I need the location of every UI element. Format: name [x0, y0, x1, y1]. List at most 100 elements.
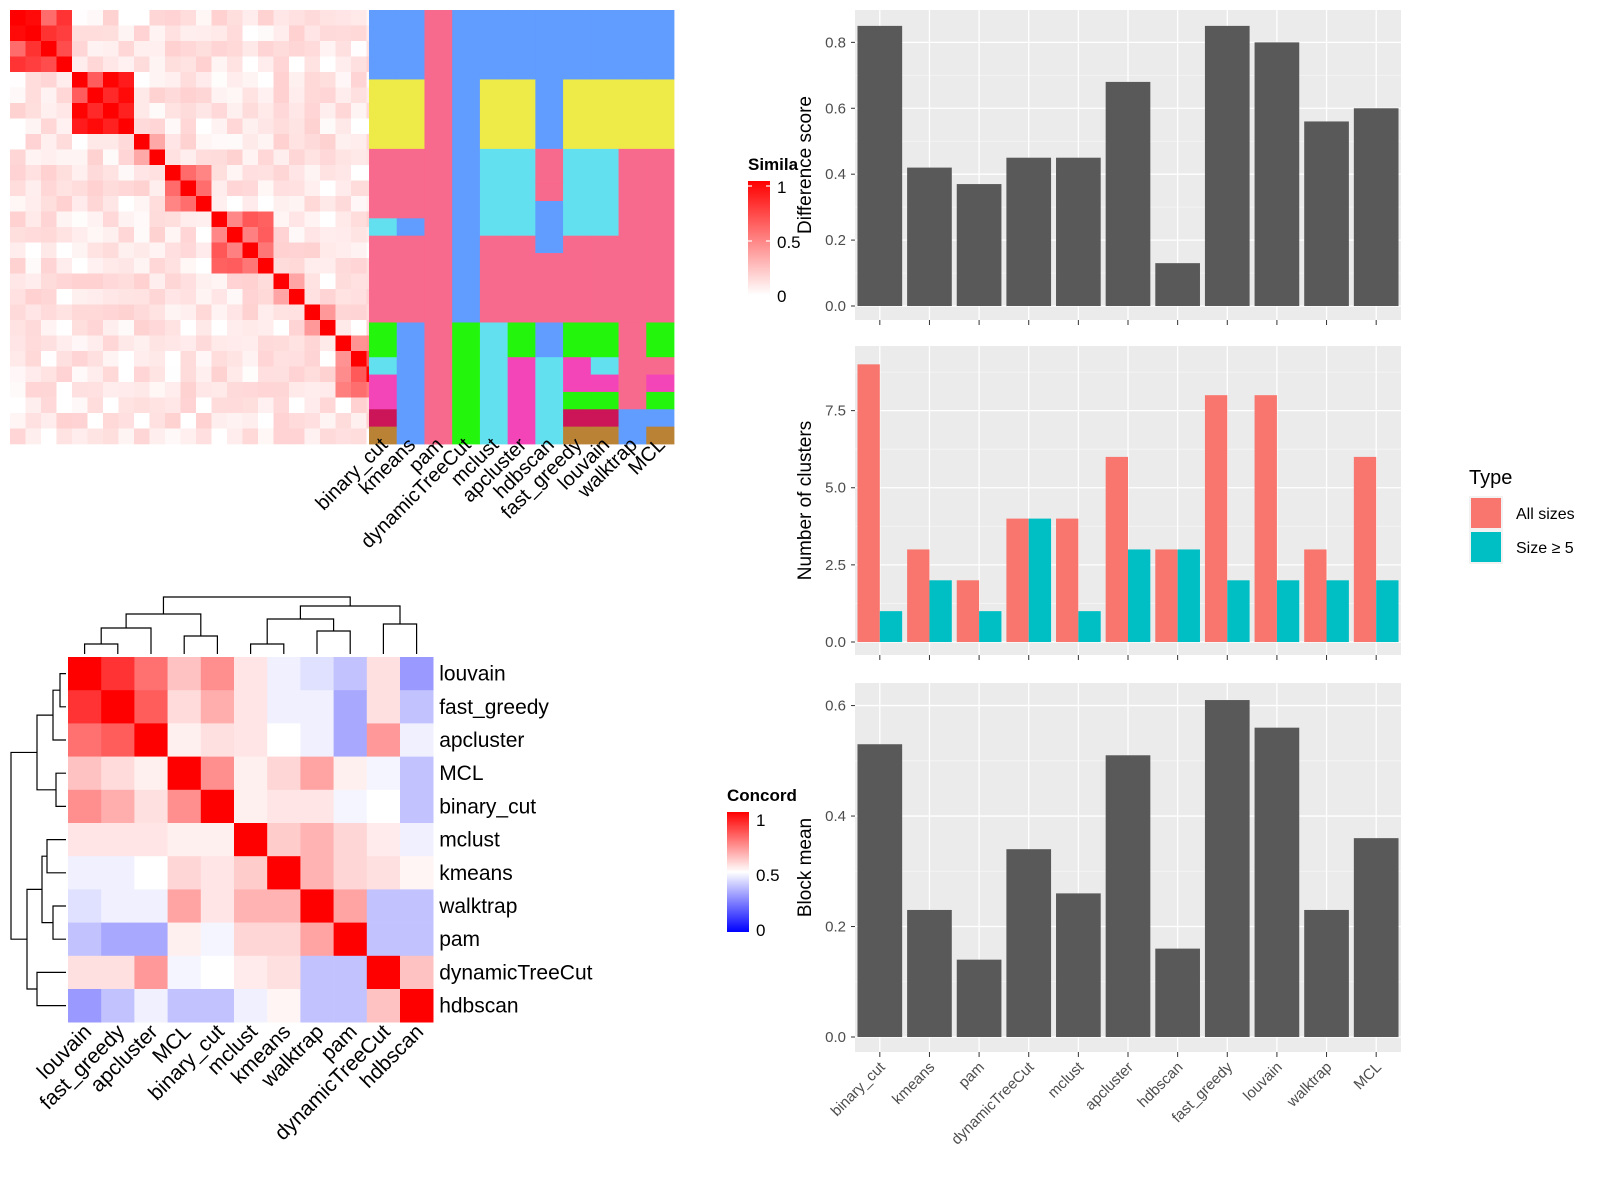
similarity-cell — [134, 56, 150, 73]
cluster-assignment-block — [590, 391, 619, 410]
similarity-cell — [351, 428, 367, 445]
concordance-cell — [167, 789, 202, 824]
cluster-assignment-block — [563, 426, 592, 445]
y-tick-label: 0.6 — [825, 100, 846, 117]
similarity-cell — [258, 413, 274, 429]
similarity-cell — [165, 289, 181, 305]
dendrogram-branch — [36, 971, 66, 1007]
similarity-cell — [227, 25, 243, 42]
cluster-assignment-block — [563, 218, 592, 237]
concordance-cell — [101, 657, 135, 691]
similarity-cell — [289, 273, 305, 290]
similarity-cell — [320, 180, 336, 197]
similarity-cell — [211, 180, 228, 197]
similarity-cell — [273, 72, 290, 88]
cluster-assignment-block — [618, 409, 647, 445]
similarity-cell — [149, 165, 166, 181]
similarity-cell — [289, 25, 305, 42]
similarity-cell — [320, 10, 336, 26]
similarity-cell — [56, 397, 73, 414]
similarity-cell — [242, 335, 259, 352]
similarity-cell — [25, 273, 42, 290]
similarity-cell — [41, 273, 57, 290]
similarity-cell — [227, 103, 243, 119]
concordance-cell — [200, 690, 235, 724]
similarity-cell — [335, 258, 352, 274]
similarity-cell — [351, 56, 367, 73]
similarity-cell — [134, 366, 150, 383]
similarity-cell — [258, 227, 274, 243]
similarity-cell — [211, 118, 228, 135]
cluster-assignment-block — [479, 322, 509, 445]
bar — [1056, 518, 1079, 642]
similarity-cell — [118, 10, 135, 26]
similarity-cell — [180, 165, 197, 181]
similarity-cell — [149, 304, 166, 321]
similarity-cell — [25, 118, 42, 135]
y-tick-label: 0.4 — [825, 808, 846, 825]
similarity-cell — [103, 103, 119, 119]
similarity-cell — [87, 382, 104, 398]
bar — [1353, 456, 1377, 642]
similarity-cell — [258, 25, 274, 42]
similarity-cell — [41, 351, 57, 367]
y-tick-label: 7.5 — [825, 403, 846, 420]
x-tick-label: kmeans — [889, 1059, 938, 1108]
similarity-cell — [165, 211, 181, 228]
similarity-cell — [25, 351, 42, 367]
similarity-cell — [72, 258, 88, 274]
similarity-cell — [118, 227, 135, 243]
y-tick-label: 0.2 — [825, 232, 846, 249]
concordance-cell — [366, 889, 401, 923]
concordance-cell — [267, 789, 301, 824]
similarity-cell — [351, 118, 367, 135]
similarity-cell — [242, 165, 259, 181]
concordance-row-label: hdbscan — [439, 995, 518, 1018]
similarity-cell — [134, 87, 150, 104]
similarity-cell — [196, 397, 212, 414]
concordance-cell — [300, 789, 334, 824]
similarity-cell — [273, 25, 290, 42]
similarity-cell — [196, 428, 212, 445]
similarity-cell — [149, 242, 166, 259]
similarity-cell — [227, 41, 243, 57]
similarity-cell — [242, 56, 259, 73]
similarity-cell — [196, 25, 212, 42]
similarity-cell — [134, 428, 150, 445]
cluster-assignment-block — [369, 374, 398, 410]
similarity-cell — [211, 413, 228, 429]
similarity-cell — [25, 258, 42, 274]
similarity-cell — [320, 289, 336, 305]
similarity-cell — [56, 25, 73, 42]
similarity-cell — [134, 196, 150, 212]
similarity-cell — [56, 211, 73, 228]
cluster-assignment-block — [396, 148, 425, 219]
similarity-cell — [227, 428, 243, 445]
similarity-cell — [149, 320, 166, 336]
similarity-cell — [258, 180, 274, 197]
similarity-cell — [10, 72, 26, 88]
similarity-cell — [335, 87, 352, 104]
similarity-cell — [227, 304, 243, 321]
similarity-cell — [273, 304, 290, 321]
concordance-cell — [400, 756, 434, 791]
similarity-cell — [149, 335, 166, 352]
dendrogram-branch — [125, 613, 202, 636]
similarity-cell — [10, 304, 26, 321]
similarity-cell — [103, 87, 119, 104]
cluster-assignment-block — [507, 218, 536, 237]
similarity-cell — [25, 289, 42, 305]
bar — [1326, 580, 1349, 642]
similarity-cell — [242, 25, 259, 42]
similarity-cell — [118, 196, 135, 212]
similarity-cell — [335, 118, 352, 135]
similarity-cell — [41, 227, 57, 243]
similarity-cell — [72, 397, 88, 414]
concordance-cell — [400, 989, 434, 1023]
cluster-assignment-block — [618, 322, 647, 393]
similarity-cell — [103, 25, 119, 42]
similarity-cell — [87, 320, 104, 336]
similarity-cell — [180, 273, 197, 290]
bar — [1353, 108, 1399, 306]
similarity-cell — [351, 211, 367, 228]
